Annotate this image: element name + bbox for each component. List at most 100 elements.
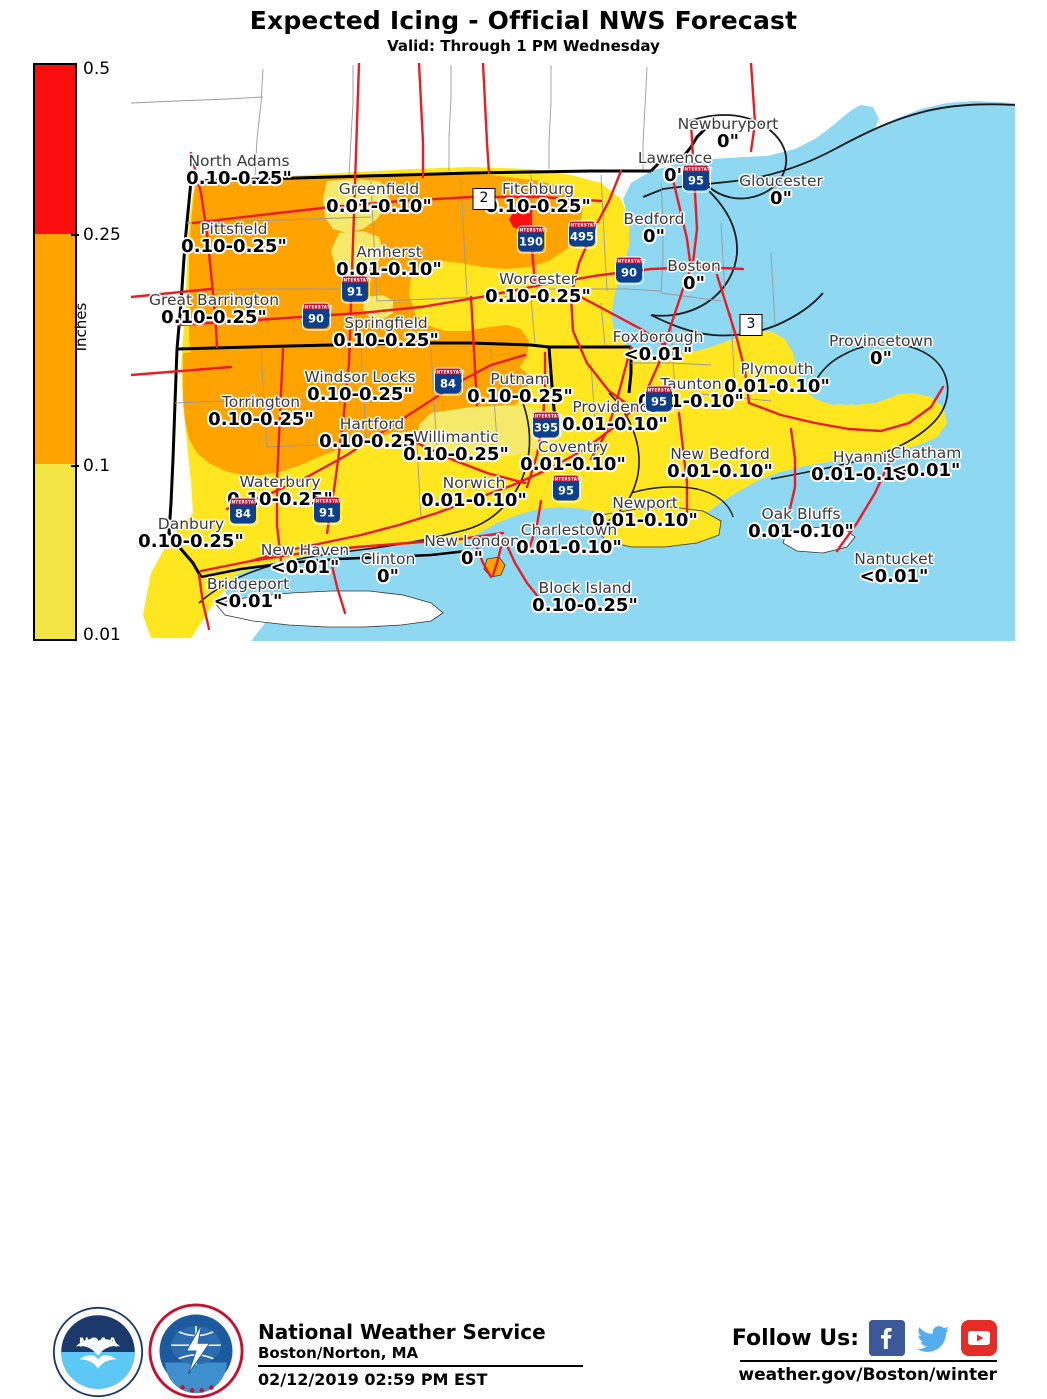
map-geometry	[131, 63, 1015, 641]
long-island	[214, 590, 444, 628]
agency-block: National Weather Service Boston/Norton, …	[258, 1320, 583, 1390]
colorbar-band-red	[35, 65, 75, 235]
shield-number: 90	[616, 263, 642, 283]
cape-cod	[770, 342, 949, 480]
shield-number: 91	[342, 282, 368, 302]
shield-outline	[433, 367, 463, 395]
shield-outline	[681, 164, 711, 192]
shield-outline	[551, 474, 581, 502]
state-border-ma-ct	[176, 341, 550, 351]
shield-banner: INTERSTATE	[646, 386, 676, 394]
colorbar-tick-1	[71, 234, 79, 236]
interstate-shield: INTERSTATE 95	[644, 385, 676, 413]
twitter-icon[interactable]	[915, 1320, 951, 1356]
shield-outline	[531, 411, 561, 439]
shield-outline	[614, 256, 644, 284]
marthas-vineyard	[594, 506, 722, 548]
shield-outline	[312, 496, 342, 524]
website-url[interactable]: weather.gov/Boston/winter	[738, 1365, 997, 1385]
shield-banner: INTERSTATE	[569, 221, 599, 229]
state-border-ma-nh-east	[649, 127, 707, 173]
shield-banner: INTERSTATE	[230, 498, 260, 506]
cape-cod-bay	[819, 345, 917, 405]
interstate-shield: INTERSTATE 91	[312, 496, 344, 524]
colorbar-label-2: 0.1	[83, 456, 111, 476]
page-subtitle: Valid: Through 1 PM Wednesday	[387, 37, 660, 55]
noaa-logo: NOAA	[52, 1306, 144, 1398]
interstate-shield: INTERSTATE 95	[551, 474, 583, 502]
shield-banner: INTERSTATE	[303, 303, 333, 311]
interstate-shield: INTERSTATE 90	[301, 302, 333, 330]
highways	[131, 63, 945, 631]
shield-number: 90	[303, 309, 329, 329]
shield-outline	[516, 225, 546, 253]
colorbar-band-yellow	[35, 463, 75, 639]
coastline	[642, 103, 1015, 198]
shield-number: 84	[435, 374, 461, 394]
follow-block: Follow Us: weather.gov/Boston/winter	[732, 1320, 997, 1385]
noaa-logo-text: NOAA	[79, 1335, 118, 1349]
shield-banner: INTERSTATE	[314, 497, 344, 505]
interstate-shield: INTERSTATE 90	[614, 256, 646, 284]
interstate-shield: INTERSTATE 190	[516, 225, 548, 253]
county-borders	[131, 65, 776, 520]
interstate-shield: INTERSTATE 95	[681, 164, 713, 192]
shield-outline	[644, 385, 674, 413]
colorbar-label-3: 0.01	[83, 625, 121, 645]
shield-outline	[340, 275, 370, 303]
interstate-shield: INTERSTATE 84	[228, 497, 260, 525]
colorbar-tick-2	[71, 465, 79, 467]
island-outlines	[630, 486, 734, 518]
shield-number: 495	[569, 227, 595, 247]
state-route-marker: 3	[739, 314, 763, 336]
colorbar-gradient	[33, 63, 77, 641]
shield-banner: INTERSTATE	[342, 276, 372, 284]
page-title: Expected Icing - Official NWS Forecast	[249, 6, 798, 35]
facebook-icon[interactable]	[869, 1320, 905, 1356]
shield-number: 95	[646, 392, 672, 412]
header: Expected Icing - Official NWS Forecast V…	[0, 0, 1047, 58]
shield-number: 95	[553, 481, 579, 501]
colorbar-label-0: 0.5	[83, 59, 111, 79]
agency-name: National Weather Service	[258, 1320, 546, 1344]
colorbar-axis-title: Inches	[72, 302, 90, 352]
shield-banner: INTERSTATE	[533, 412, 563, 420]
shield-number: 395	[533, 418, 559, 438]
atlantic-ocean	[251, 101, 1015, 641]
nantucket-island	[782, 526, 856, 554]
follow-label: Follow Us:	[731, 1325, 859, 1351]
colorbar-legend: 0.5 0.25 0.1 0.01 Inches	[33, 59, 133, 645]
colorbar-band-orange	[35, 234, 75, 464]
shield-banner: INTERSTATE	[616, 257, 646, 265]
footer: NOAA National Weather Service Boston/Nor…	[0, 648, 1047, 1399]
shield-banner: INTERSTATE	[435, 368, 465, 376]
shield-number: 95	[683, 171, 709, 191]
shield-outline	[301, 302, 331, 330]
state-route-marker: 2	[472, 188, 496, 210]
coastline-narragansett	[460, 392, 531, 532]
icing-pocket-amherst	[331, 231, 383, 273]
interstate-shield: INTERSTATE 495	[567, 220, 599, 248]
state-border-ma-vt-nh	[190, 169, 651, 183]
interstate-shield: INTERSTATE 395	[531, 411, 563, 439]
forecast-map[interactable]: North Adams 0.10-0.25" Greenfield 0.01-0.10…	[131, 63, 1015, 641]
shield-outline	[567, 220, 597, 248]
shield-banner: INTERSTATE	[518, 226, 548, 234]
shield-number: 190	[518, 232, 544, 252]
shield-banner: INTERSTATE	[683, 165, 713, 173]
colorbar-label-1: 0.25	[83, 225, 121, 245]
shield-number: 91	[314, 503, 340, 523]
nws-logo	[148, 1303, 244, 1399]
agency-divider	[258, 1365, 583, 1367]
agency-office: Boston/Norton, MA	[258, 1344, 419, 1362]
state-border-ct-ri	[547, 346, 557, 420]
shield-outline	[228, 497, 258, 525]
interstate-shield: INTERSTATE 91	[340, 275, 372, 303]
coastline-boston	[650, 190, 738, 317]
massachusetts-bay	[757, 105, 879, 179]
youtube-icon[interactable]	[961, 1320, 997, 1356]
shield-banner: INTERSTATE	[553, 475, 583, 483]
issuance-timestamp: 02/12/2019 02:59 PM EST	[258, 1370, 488, 1389]
shield-number: 84	[230, 504, 256, 524]
interstate-shield: INTERSTATE 84	[433, 367, 465, 395]
